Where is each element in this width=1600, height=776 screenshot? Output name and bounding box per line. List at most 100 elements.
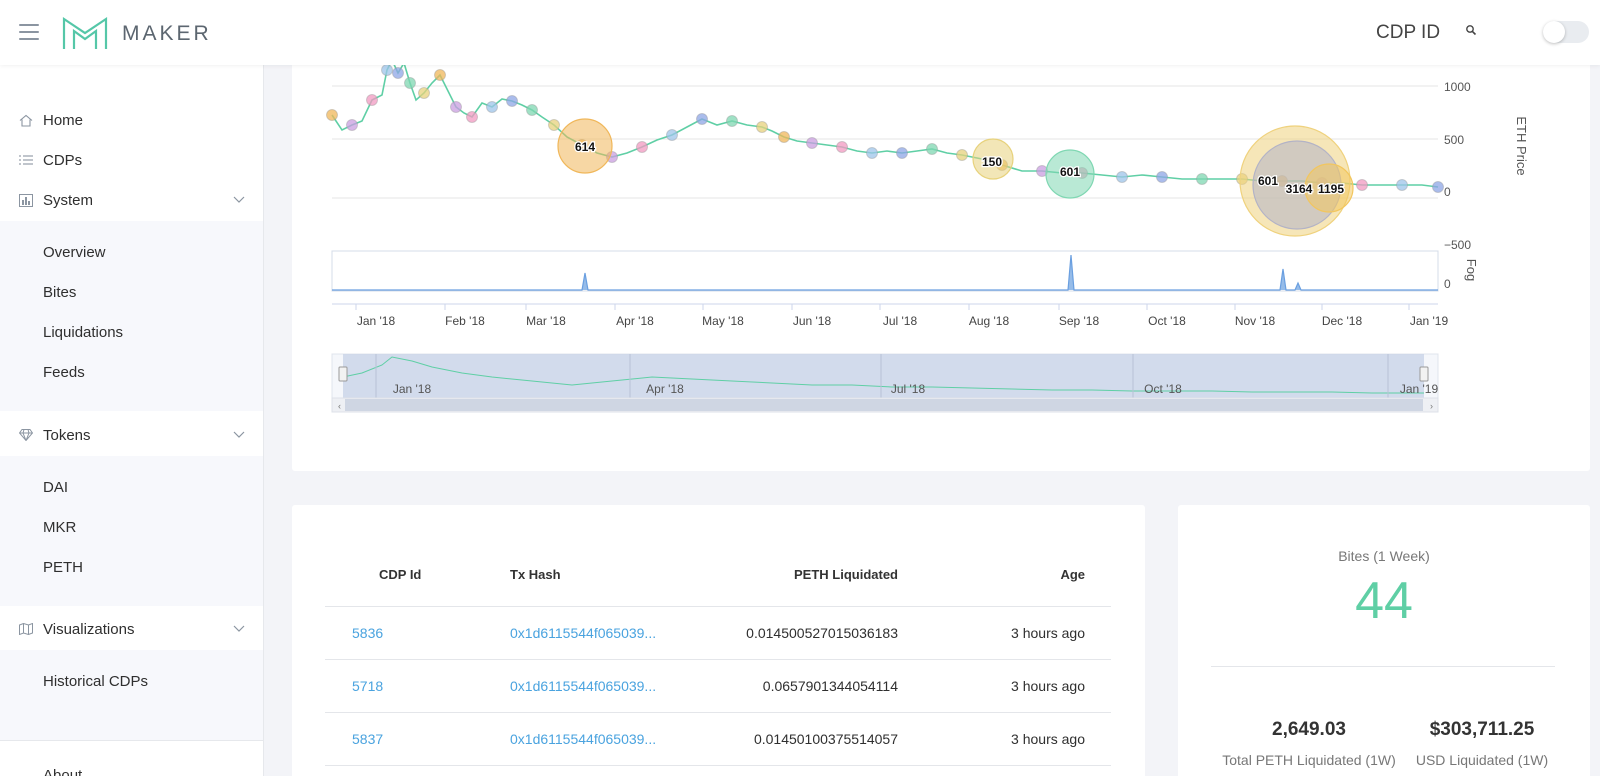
x-tick-label: Jul '18: [883, 314, 918, 328]
eth-price-chart[interactable]: 1000 500 0 −500 ETH Price 614 150 601 601 3164 119…: [292, 55, 1590, 471]
age-value: 3 hours ago: [1011, 625, 1085, 641]
visualizations-submenu: Historical CDPs: [0, 650, 263, 740]
navigator-left-handle: [338, 366, 348, 382]
liquidation-bubble: [666, 129, 678, 141]
bites-stats-panel: Bites (1 Week) 44 2,649.03 Total PETH Li…: [1178, 505, 1590, 776]
sidebar-item-overview[interactable]: Overview: [43, 244, 106, 261]
total-peth-liquidated-value: 2,649.03: [1272, 719, 1346, 740]
liquidation-bubble: [434, 69, 446, 81]
sidebar-item-bites[interactable]: Bites: [43, 284, 77, 301]
volume-series: [332, 254, 1438, 291]
theme-toggle[interactable]: [1543, 21, 1589, 43]
sidebar: Home CDPs System Overview Bites Liquidat…: [0, 65, 264, 776]
chevron-down-icon: [233, 196, 245, 203]
liquidation-bubble: [346, 119, 358, 131]
liquidation-bubble: [1304, 163, 1354, 213]
cdp-id-link[interactable]: 5837: [352, 731, 384, 747]
volume-plot-frame: [331, 250, 1439, 292]
y-axis-label: ETH Price: [1514, 116, 1529, 175]
liquidation-bubble: [486, 101, 498, 113]
y-tick-label: 1000: [1444, 80, 1471, 94]
cdp-id-link[interactable]: 5836: [352, 625, 384, 641]
cdp-id-link[interactable]: 5718: [352, 678, 384, 694]
liquidation-bubble: [778, 131, 790, 143]
bubble-label: 614: [575, 140, 595, 154]
bubble-label: 601: [1258, 174, 1278, 188]
chevron-down-icon: [233, 431, 245, 438]
sidebar-item-label: CDPs: [43, 151, 83, 169]
total-peth-liquidated-label: Total PETH Liquidated (1W): [1222, 752, 1396, 768]
tx-hash-link[interactable]: 0x1d6115544f065039...: [510, 731, 657, 747]
liquidation-bubble: [696, 113, 708, 125]
x-tick-label: Sep '18: [1059, 314, 1100, 328]
x-tick-label: Feb '18: [445, 314, 485, 328]
tx-hash-link[interactable]: 0x1d6115544f065039...: [510, 625, 657, 641]
liquidation-bubble: [756, 121, 768, 133]
column-header-tx-hash[interactable]: Tx Hash: [510, 567, 561, 582]
liquidation-bubble: [972, 138, 1014, 180]
navigator-selected-range: [343, 354, 1424, 398]
liquidation-bubble: [866, 147, 878, 159]
toggle-knob: [1543, 21, 1565, 43]
sidebar-item-historical-cdps[interactable]: Historical CDPs: [43, 673, 149, 690]
bites-table-panel: CDP Id Tx Hash PETH Liquidated Age 5836 …: [292, 505, 1145, 776]
sidebar-item-tokens[interactable]: Tokens: [0, 415, 263, 455]
liquidation-bubble: [806, 137, 818, 149]
cdp-id-label: CDP ID: [1376, 22, 1441, 43]
eth-price-line: [331, 58, 1439, 188]
y-tick-label: −500: [1444, 238, 1471, 252]
liquidation-bubble: [466, 111, 478, 123]
sidebar-item-label: Visualizations: [43, 620, 135, 638]
navigator-tick-label: Jan '19: [1400, 382, 1439, 396]
liquidation-bubble: [526, 104, 538, 116]
sidebar-item-label: Tokens: [43, 426, 91, 444]
column-header-cdp-id[interactable]: CDP Id: [379, 567, 422, 582]
bubble-label: 3164: [1286, 182, 1313, 196]
sidebar-item-liquidations[interactable]: Liquidations: [43, 324, 124, 341]
scrollbar-thumb: [345, 399, 1423, 411]
liquidation-bubble: [381, 64, 393, 76]
scroll-left-arrow: ‹: [338, 401, 341, 411]
liquidation-bubble: [836, 141, 848, 153]
row-divider: [325, 659, 1111, 660]
y-tick-label: 0: [1444, 185, 1451, 199]
peth-liquidated-value: 0.01450100375514057: [753, 731, 898, 747]
bubble-label: 150: [982, 155, 1002, 169]
sidebar-item-label: Home: [43, 111, 84, 129]
hamburger-menu-icon[interactable]: [19, 24, 39, 40]
stats-divider: [1211, 666, 1555, 667]
fog-tick-label: 0: [1444, 277, 1451, 291]
column-header-peth-liquidated[interactable]: PETH Liquidated: [794, 567, 898, 582]
liquidation-bubble: [1156, 171, 1168, 183]
sidebar-item-visualizations[interactable]: Visualizations: [0, 609, 263, 649]
x-tick-label: Jan '18: [357, 314, 396, 328]
liquidation-bubble: [392, 67, 404, 79]
sidebar-item-cdps[interactable]: CDPs: [0, 140, 263, 180]
liquidation-bubble: [366, 94, 378, 106]
navigator-right-handle: [1419, 366, 1429, 382]
map-icon: [18, 622, 33, 637]
tx-hash-link[interactable]: 0x1d6115544f065039...: [510, 678, 657, 694]
sidebar-item-feeds[interactable]: Feeds: [43, 364, 85, 381]
sidebar-item-label: System: [43, 191, 94, 209]
sidebar-item-home[interactable]: Home: [0, 100, 263, 140]
sidebar-item-about[interactable]: About: [43, 767, 83, 776]
sidebar-divider: [0, 740, 263, 741]
x-tick-label: Aug '18: [969, 314, 1010, 328]
x-tick-label: Apr '18: [616, 314, 654, 328]
sidebar-item-system[interactable]: System: [0, 180, 263, 220]
column-header-age[interactable]: Age: [1060, 567, 1085, 582]
sidebar-item-mkr[interactable]: MKR: [43, 519, 77, 536]
system-submenu: Overview Bites Liquidations Feeds: [0, 221, 263, 411]
liquidation-bubble: [896, 147, 908, 159]
historical-chart-panel: 1000 500 0 −500 ETH Price 614 150 601 601 3164 119…: [292, 55, 1590, 471]
fog-axis-label: Fog: [1464, 259, 1479, 281]
liquidation-bubble: [450, 101, 462, 113]
liquidation-bubble: [548, 119, 560, 131]
sidebar-item-dai[interactable]: DAI: [43, 479, 69, 496]
row-divider: [325, 765, 1111, 766]
liquidation-bubble: [636, 141, 648, 153]
search-icon[interactable]: [1465, 24, 1477, 36]
sidebar-item-peth[interactable]: PETH: [43, 559, 84, 576]
x-tick-label: May '18: [702, 314, 744, 328]
